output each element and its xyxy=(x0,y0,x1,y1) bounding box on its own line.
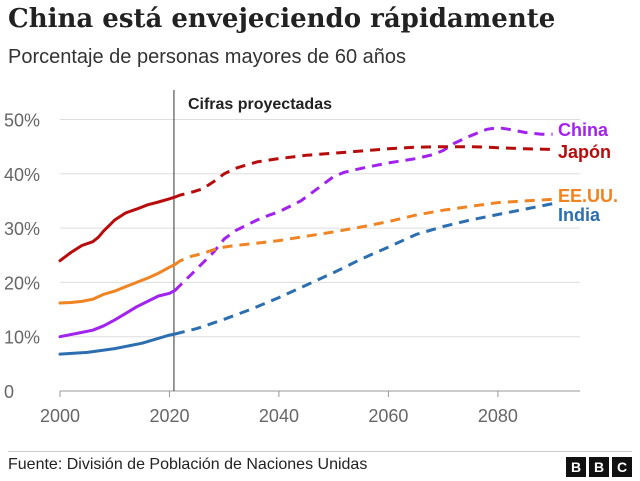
source-note: Fuente: División de Población de Nacione… xyxy=(8,456,368,473)
series-line-historical xyxy=(58,289,177,339)
x-tick-label: 2020 xyxy=(149,406,189,426)
y-tick-label: 50% xyxy=(4,111,40,131)
series-line-projected xyxy=(174,145,553,199)
x-tick-label: 2080 xyxy=(478,406,518,426)
footer-divider xyxy=(8,451,632,452)
x-tick-label: 2040 xyxy=(259,406,299,426)
chart-subtitle: Porcentaje de personas mayores de 60 año… xyxy=(8,46,407,68)
series-line-historical xyxy=(58,332,177,356)
series-label: Japón xyxy=(558,142,611,162)
projection-label: Cifras proyectadas xyxy=(188,96,332,113)
bbc-logo-letter: C xyxy=(612,457,632,477)
x-tick-label: 2060 xyxy=(368,406,408,426)
x-tick-label: 2000 xyxy=(40,406,80,426)
y-tick-label: 20% xyxy=(4,273,40,293)
series-line-historical xyxy=(58,263,177,305)
y-tick-label: 40% xyxy=(4,165,40,185)
y-tick-label: 0 xyxy=(4,382,14,402)
series-line-projected xyxy=(173,126,553,292)
series-label: China xyxy=(558,120,609,140)
series-line-projected xyxy=(174,197,553,266)
y-tick-label: 30% xyxy=(4,219,40,239)
bbc-logo-letter: B xyxy=(566,457,586,477)
series-line-historical xyxy=(58,195,177,263)
bbc-logo: B B C xyxy=(566,457,632,477)
y-tick-label: 10% xyxy=(4,328,40,348)
series-line-projected xyxy=(174,202,553,336)
chart-title: China está envejeciendo rápidamente xyxy=(8,4,556,34)
bbc-logo-letter: B xyxy=(589,457,609,477)
series-label: India xyxy=(558,205,601,225)
series-label: EE.UU. xyxy=(558,186,618,206)
